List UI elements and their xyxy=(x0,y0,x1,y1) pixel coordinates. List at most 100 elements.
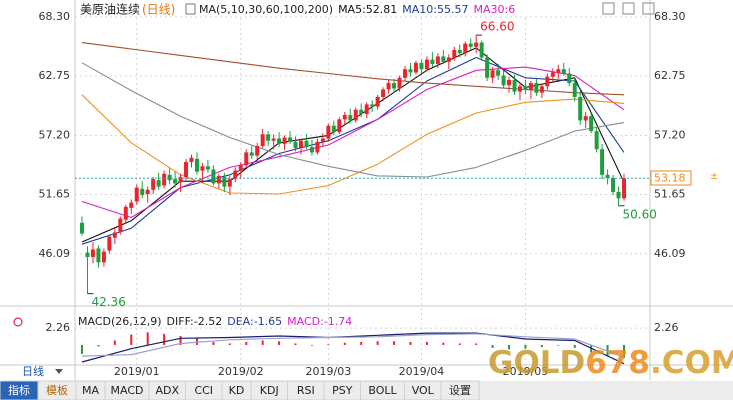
candle-body xyxy=(485,57,490,78)
window-button[interactable] xyxy=(622,2,635,15)
last-price-icon[interactable]: ± xyxy=(710,171,718,182)
tab[interactable]: PSY xyxy=(323,380,361,400)
macd-bar xyxy=(195,338,198,345)
candle-body xyxy=(567,73,572,84)
candle-body xyxy=(490,70,495,78)
tab-label[interactable]: RSI xyxy=(297,384,315,397)
candle-body xyxy=(255,146,260,156)
candle-body xyxy=(304,140,309,148)
candle-body xyxy=(320,138,325,142)
tab-label[interactable]: CCI xyxy=(194,384,213,397)
candle-body xyxy=(123,206,128,220)
candle-body xyxy=(539,86,544,93)
tab[interactable]: ADX xyxy=(148,380,186,400)
candle-body xyxy=(578,96,583,121)
candle-body xyxy=(594,131,599,150)
macd-bar xyxy=(97,344,100,347)
candle-body xyxy=(90,249,95,257)
candle-body xyxy=(107,236,112,251)
tab-label[interactable]: 指标 xyxy=(8,383,30,397)
macd-bar xyxy=(360,341,363,345)
candle-body xyxy=(249,152,254,156)
tab-label[interactable]: KD xyxy=(229,384,245,397)
candle-body xyxy=(441,56,446,62)
macd-bar xyxy=(146,332,149,345)
macd-bar xyxy=(113,340,116,345)
macd-line xyxy=(81,333,625,358)
candle-body xyxy=(189,157,194,163)
candle-body xyxy=(353,109,358,121)
macd-bar xyxy=(524,344,527,349)
candle-body xyxy=(233,170,238,180)
candle-body xyxy=(452,50,457,58)
tab-background[interactable] xyxy=(440,380,480,400)
tab-label[interactable]: 模板 xyxy=(46,383,68,397)
candle-body xyxy=(211,169,216,184)
candle-body xyxy=(216,175,221,184)
indicator-icon[interactable] xyxy=(185,3,196,15)
x-tick-label: 2019/01 xyxy=(114,365,160,378)
candle-body xyxy=(479,42,484,58)
candle-body xyxy=(178,176,183,183)
tab[interactable]: BOLL xyxy=(360,380,405,400)
candle-body xyxy=(572,83,577,97)
candle-body xyxy=(173,179,178,184)
settings-icon[interactable] xyxy=(13,317,23,327)
tab[interactable]: 设置 xyxy=(440,380,480,400)
macd-legend-item: DIFF:-2.52 xyxy=(167,315,223,328)
candle-body xyxy=(134,187,139,202)
candle-body xyxy=(96,248,101,263)
tab-label[interactable]: 设置 xyxy=(449,384,471,397)
candle-body xyxy=(266,134,271,141)
candle-body xyxy=(359,109,364,115)
tab-label[interactable]: MACD xyxy=(111,384,144,397)
ma-line xyxy=(81,94,625,195)
tab-label[interactable]: KDJ xyxy=(260,384,279,397)
tab[interactable]: VOL xyxy=(404,380,442,400)
tab[interactable]: KDJ xyxy=(250,380,288,400)
tab-label[interactable]: VOL xyxy=(412,384,435,397)
tab[interactable]: CCI xyxy=(185,380,223,400)
candle-body xyxy=(446,57,451,62)
macd-legend-item: DEA:-1.65 xyxy=(227,315,282,328)
ma-legend-item: MA30:6 xyxy=(474,3,516,16)
candle-body xyxy=(408,69,413,73)
tab[interactable]: 指标 xyxy=(0,380,39,400)
tab[interactable]: 模板 xyxy=(37,380,77,400)
candle-body xyxy=(331,125,336,133)
candle-body xyxy=(200,166,205,171)
x-tick-label: 2019/02 xyxy=(218,365,264,378)
dropdown-arrow[interactable] xyxy=(55,369,63,374)
y-tick-label-right: 57.20 xyxy=(654,128,686,141)
macd-bar xyxy=(245,341,248,345)
candle-body xyxy=(184,162,189,177)
tab-label[interactable]: ADX xyxy=(155,384,179,397)
candle-body xyxy=(140,188,145,196)
tab[interactable]: MACD xyxy=(104,380,150,400)
y-tick-label: 46.09 xyxy=(39,247,71,260)
tab[interactable]: RSI xyxy=(287,380,325,400)
tab[interactable]: KD xyxy=(221,380,252,400)
tab-label[interactable]: PSY xyxy=(332,384,353,397)
watermark-part: 678 xyxy=(585,345,650,381)
candle-body xyxy=(348,115,353,121)
macd-bar xyxy=(212,341,215,345)
macd-bar xyxy=(409,341,412,345)
macd-bar xyxy=(294,343,297,345)
tab-label[interactable]: MA xyxy=(82,384,99,397)
candle-body xyxy=(463,43,468,54)
candle-body xyxy=(517,86,522,92)
candle-body xyxy=(364,104,369,115)
indicator: MA(5,10,30,60,100,200) xyxy=(199,3,333,16)
ma-line xyxy=(81,62,625,178)
candle-body xyxy=(162,173,167,186)
macd-title: MACD(26,12,9) xyxy=(78,315,162,328)
window-button[interactable] xyxy=(602,2,615,15)
tab[interactable]: MA xyxy=(75,380,106,400)
window-button[interactable] xyxy=(642,2,655,15)
candle-body xyxy=(507,79,512,86)
candle-body xyxy=(194,158,199,172)
period-selector[interactable]: 日线 xyxy=(22,364,44,378)
tab-label[interactable]: BOLL xyxy=(368,384,397,397)
candle-body xyxy=(523,86,528,90)
